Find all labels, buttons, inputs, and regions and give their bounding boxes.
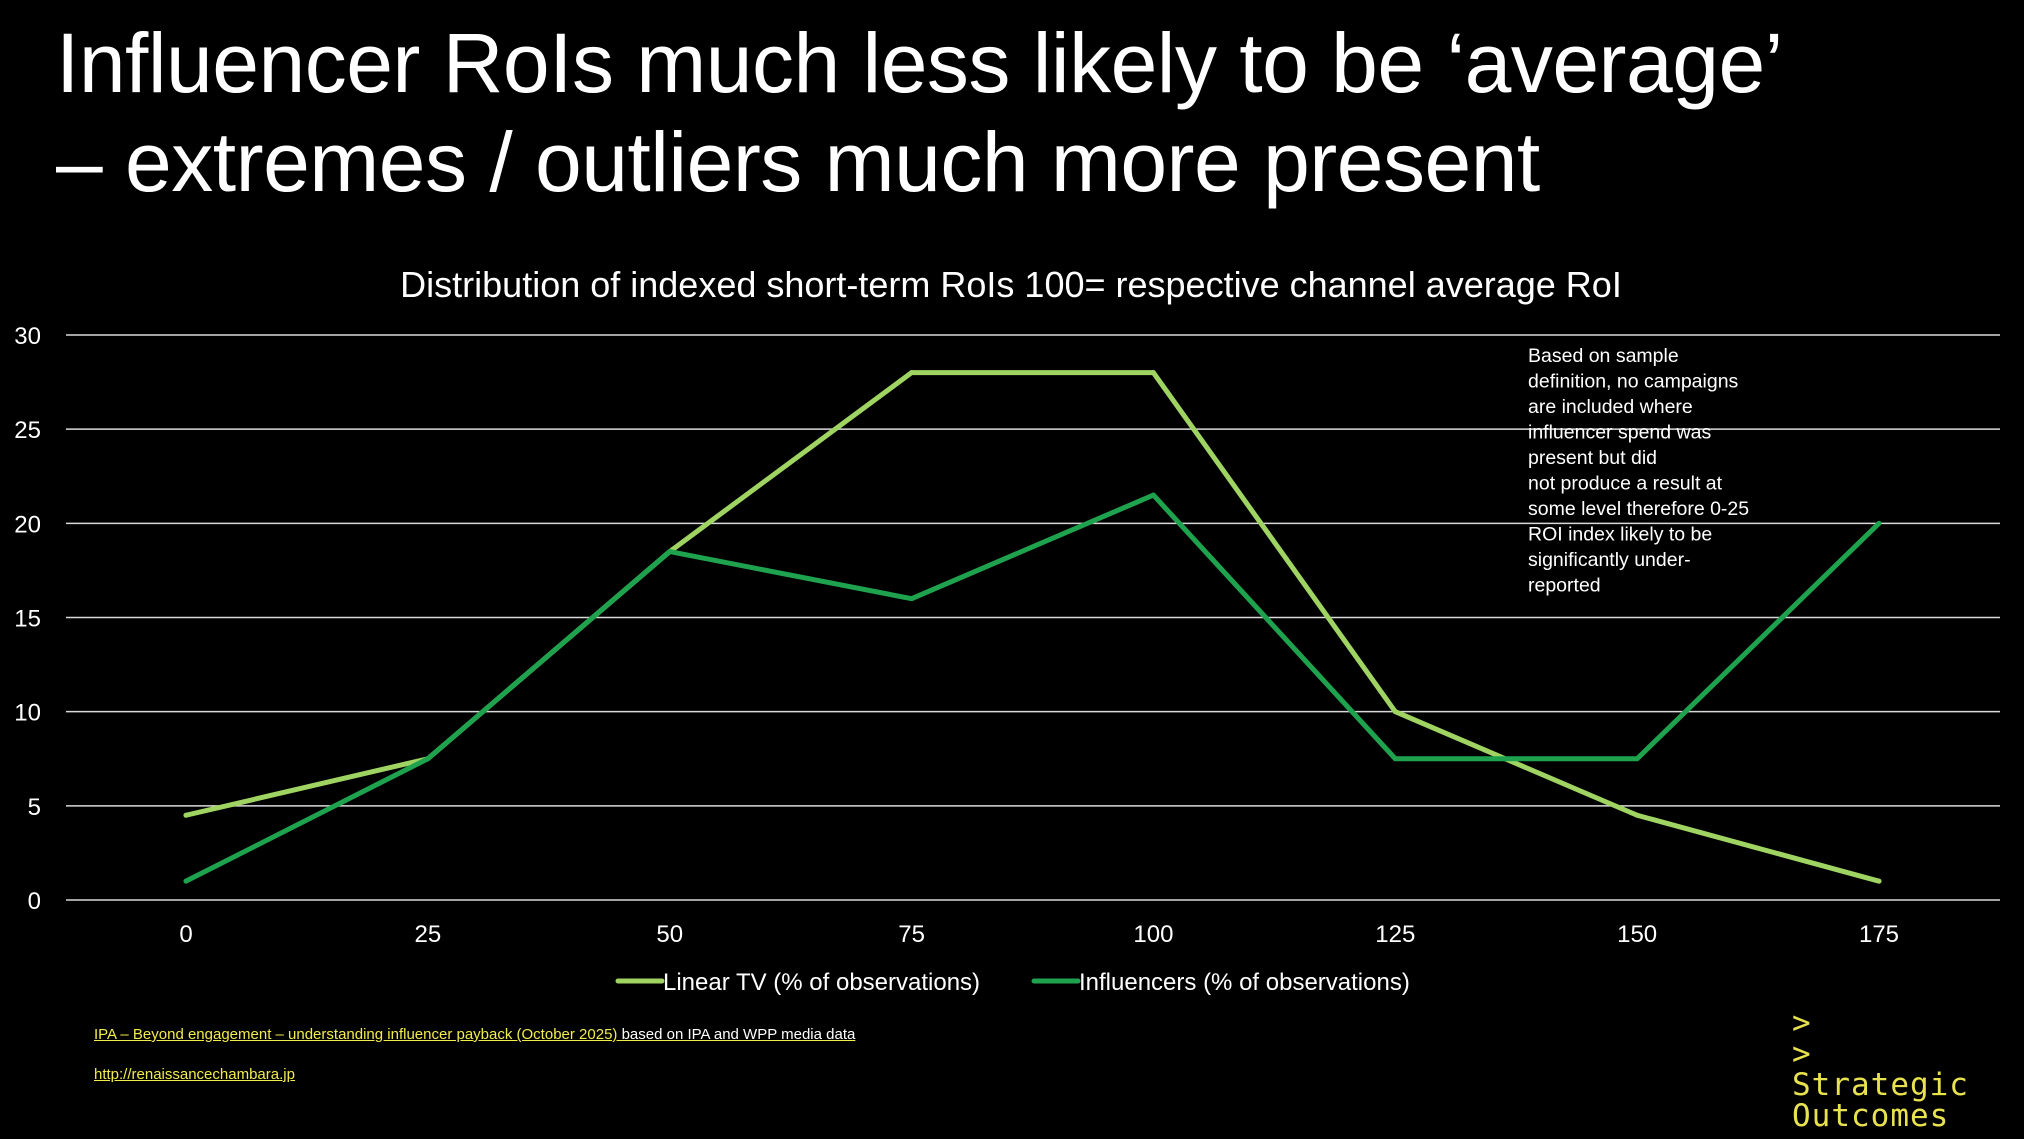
- annotation-line: Based on sample: [1528, 345, 1679, 367]
- data-point: [1150, 370, 1156, 376]
- data-point: [1150, 492, 1156, 498]
- x-tick-label: 50: [656, 921, 683, 948]
- legend-label: Influencers (% of observations): [1079, 969, 1410, 996]
- legend-label: Linear TV (% of observations): [663, 969, 980, 996]
- x-tick-label: 75: [898, 921, 925, 948]
- y-tick-label: 20: [14, 511, 41, 538]
- x-tick-label: 0: [179, 921, 192, 948]
- data-point: [1876, 878, 1882, 884]
- y-tick-label: 25: [14, 417, 41, 444]
- data-point: [1876, 520, 1882, 526]
- footer-url: http://renaissancechambara.jp: [94, 1066, 295, 1083]
- y-tick-label: 5: [28, 794, 41, 821]
- data-point: [1392, 756, 1398, 762]
- source-link[interactable]: IPA – Beyond engagement – understanding …: [94, 1026, 618, 1043]
- legend: Linear TV (% of observations) Influencers…: [615, 969, 1410, 996]
- annotation-line: ROI index likely to be: [1528, 524, 1712, 546]
- data-point: [1634, 812, 1640, 818]
- data-point: [909, 370, 915, 376]
- x-tick-label: 150: [1617, 921, 1657, 948]
- data-point: [425, 756, 431, 762]
- x-tick-label: 100: [1133, 921, 1173, 948]
- x-tick-label: 175: [1859, 921, 1899, 948]
- source-note: based on IPA and WPP media data: [617, 1026, 856, 1043]
- x-axis-ticks: 0 25 50 75 100 125 150 175: [179, 921, 1899, 948]
- annotation-text: Based on sample definition, no campaigns a…: [1528, 345, 1749, 597]
- strategic-outcomes-logo: > > Strategic Outcomes: [1792, 1008, 2018, 1136]
- data-point: [183, 878, 189, 884]
- x-tick-label: 25: [415, 921, 442, 948]
- y-tick-label: 0: [28, 888, 41, 915]
- gridlines: [66, 334, 2000, 901]
- annotation-line: not produce a result at: [1528, 473, 1723, 495]
- slide-title-line-2: – extremes / outliers much more present: [56, 115, 1540, 209]
- legend-item: Influencers (% of observations): [1031, 969, 1410, 996]
- annotation-line: are included where: [1528, 396, 1693, 418]
- x-tick-label: 125: [1375, 921, 1415, 948]
- annotation-line: present but did: [1528, 447, 1657, 469]
- series-lines: [183, 370, 1882, 884]
- chart-annotation: Based on sample definition, no campaigns a…: [1528, 345, 1749, 597]
- data-point: [1392, 709, 1398, 715]
- roi-distribution-chart: Distribution of indexed short-term RoIs …: [14, 264, 2000, 996]
- annotation-line: influencer spend was: [1528, 422, 1711, 444]
- y-tick-label: 10: [14, 700, 41, 727]
- logo-arrow-1: >: [1792, 1005, 1812, 1041]
- series-line: [183, 492, 1882, 884]
- slide-title-line-1: Influencer RoIs much less likely to be ‘…: [56, 16, 1783, 110]
- y-tick-label: 15: [14, 606, 41, 633]
- website-link[interactable]: http://renaissancechambara.jp: [94, 1066, 295, 1083]
- series-influencers: [183, 492, 1882, 884]
- data-point: [667, 549, 673, 555]
- data-point: [183, 812, 189, 818]
- annotation-line: significantly under-: [1528, 549, 1691, 571]
- annotation-line: some level therefore 0-25: [1528, 498, 1749, 520]
- footer-source: IPA – Beyond engagement – understanding …: [94, 1026, 855, 1043]
- legend-item: Linear TV (% of observations): [615, 969, 980, 996]
- logo-line-1: Strategic: [1792, 1067, 1969, 1103]
- y-tick-label: 30: [14, 323, 41, 350]
- data-point: [909, 596, 915, 602]
- chart-title: Distribution of indexed short-term RoIs …: [400, 264, 1622, 305]
- data-point: [1634, 756, 1640, 762]
- logo-line-2: Outcomes: [1792, 1098, 1950, 1134]
- logo-arrow-2: >: [1792, 1036, 1812, 1072]
- annotation-line: reported: [1528, 575, 1601, 597]
- slide-title: Influencer RoIs much less likely to be ‘…: [56, 14, 1996, 212]
- annotation-line: definition, no campaigns: [1528, 371, 1739, 393]
- y-axis-ticks: 0 5 10 15 20 25 30: [14, 323, 41, 915]
